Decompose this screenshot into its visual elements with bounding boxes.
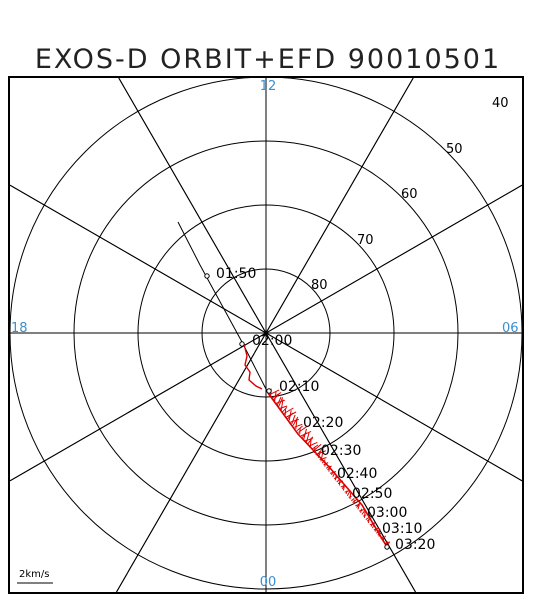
time-label-0320: 03:20 (395, 537, 435, 553)
time-marker (239, 341, 245, 347)
efd-vector (278, 397, 284, 407)
latitude-label-80: 80 (311, 278, 328, 293)
efd-vector (280, 399, 284, 411)
efd-vector (364, 511, 366, 518)
time-label-0230: 02:30 (321, 443, 361, 459)
efd-vector (342, 486, 345, 491)
efd-vector (300, 430, 312, 437)
efd-vectors-early (243, 343, 263, 390)
mlt-label-00: 00 (260, 575, 277, 590)
efd-vector (332, 471, 336, 478)
latitude-label-60: 60 (401, 187, 418, 202)
mlt-label-06: 06 (502, 321, 519, 336)
efd-vector (365, 517, 369, 521)
time-label-0310: 03:10 (382, 521, 422, 537)
efd-vector (299, 428, 301, 435)
efd-vector (274, 391, 277, 402)
efd-vectors (267, 388, 391, 548)
efd-vector (359, 508, 365, 512)
time-label-0150: 01:50 (216, 266, 256, 282)
efd-vector (331, 471, 334, 476)
time-markers (204, 273, 390, 550)
mlt-label-12: 12 (260, 79, 277, 94)
time-label-0240: 02:40 (337, 466, 377, 482)
time-label-0200: 02:00 (252, 333, 292, 349)
latitude-label-70: 70 (357, 233, 374, 248)
efd-vector (296, 425, 303, 431)
efd-vector (349, 493, 352, 500)
efd-vector (307, 436, 314, 445)
mlt-spoke (118, 77, 416, 593)
time-label-0210: 02:10 (279, 379, 319, 395)
mlt-label-18: 18 (11, 321, 28, 336)
time-marker (384, 544, 390, 550)
efd-vector (295, 418, 298, 429)
time-label-0220: 02:20 (303, 415, 343, 431)
latitude-label-40: 40 (492, 96, 509, 111)
efd-vector (290, 418, 299, 423)
time-label-0250: 02:50 (352, 486, 392, 502)
time-label-0300: 03:00 (367, 505, 407, 521)
efd-vector (305, 432, 310, 443)
scale-label: 2km/s (19, 569, 49, 580)
mlt-spokes (9, 77, 523, 593)
latitude-label-50: 50 (446, 142, 463, 157)
efd-vector (357, 504, 360, 510)
mlt-spoke (116, 77, 414, 593)
efd-vector (345, 490, 348, 495)
efd-vector (303, 428, 307, 440)
efd-vector (291, 414, 296, 424)
plot-title: EXOS-D ORBIT+EFD 90010501 (35, 44, 501, 75)
time-marker (266, 388, 272, 394)
efd-vector (353, 499, 355, 505)
efd-vector (350, 498, 355, 502)
efd-vector (292, 416, 299, 426)
efd-vector (368, 518, 370, 524)
time-marker (204, 273, 210, 279)
efd-vector (282, 406, 288, 413)
efd-trace (267, 392, 388, 548)
efd-vector (271, 392, 282, 399)
efd-vector (356, 503, 360, 508)
efd-vector (276, 396, 282, 406)
efd-vector (272, 393, 280, 401)
efd-vector (288, 410, 292, 421)
efd-vector (360, 508, 363, 513)
